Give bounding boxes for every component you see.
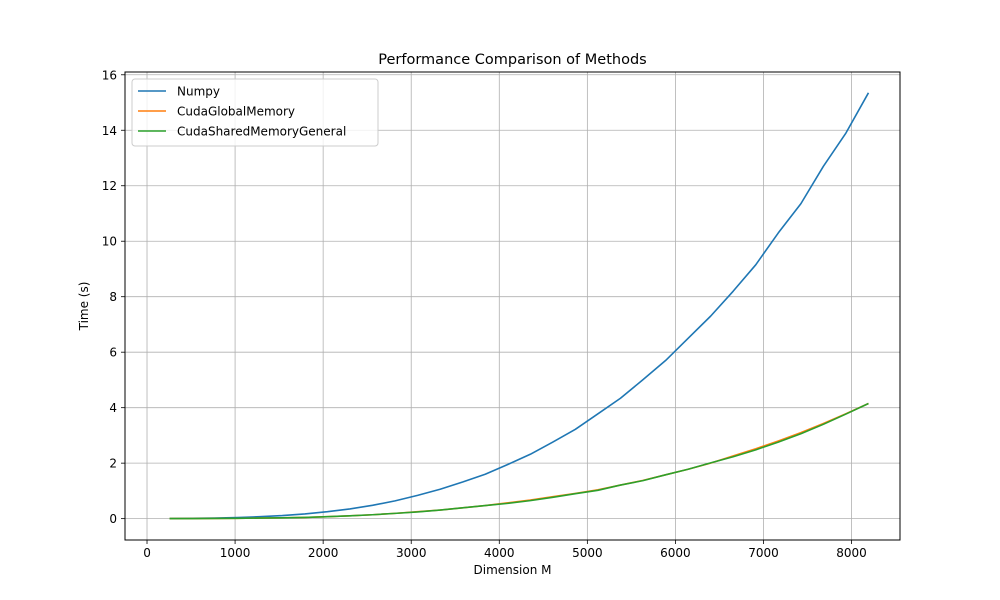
y-tick-label: 14: [102, 124, 117, 138]
x-tick-label: 4000: [484, 546, 515, 560]
legend-label-cudasharedmemorygeneral: CudaSharedMemoryGeneral: [177, 125, 346, 139]
y-axis-label: Time (s): [77, 282, 91, 332]
x-tick-label: 3000: [396, 546, 427, 560]
x-tick-label: 0: [143, 546, 151, 560]
x-axis-label: Dimension M: [474, 563, 552, 577]
y-tick-label: 0: [109, 512, 117, 526]
x-tick-label: 8000: [836, 546, 867, 560]
x-tick-label: 1000: [220, 546, 251, 560]
x-tick-label: 5000: [572, 546, 603, 560]
legend-label-numpy: Numpy: [177, 85, 220, 99]
y-tick-label: 10: [102, 235, 117, 249]
x-axis-ticks: 0 1000 2000 3000 4000 5000 6000 7000 8000: [143, 540, 867, 560]
y-tick-label: 8: [109, 290, 117, 304]
y-axis-ticks: 0 2 4 6 8 10 12 14 16: [102, 68, 125, 526]
y-tick-label: 4: [109, 401, 117, 415]
series-lines: [169, 92, 870, 520]
y-tick-label: 12: [102, 179, 117, 193]
y-tick-label: 2: [109, 457, 117, 471]
x-tick-label: 7000: [748, 546, 779, 560]
x-tick-label: 2000: [308, 546, 339, 560]
x-tick-label: 6000: [660, 546, 691, 560]
legend-label-cudaglobalmemory: CudaGlobalMemory: [177, 105, 295, 119]
series-line-cudasharedmemorygeneral: [169, 402, 869, 520]
chart-title: Performance Comparison of Methods: [378, 52, 646, 68]
y-tick-label: 6: [109, 346, 117, 360]
series-line-numpy: [169, 92, 870, 520]
plot-frame: [124, 71, 901, 541]
legend: Numpy CudaGlobalMemory CudaSharedMemoryG…: [131, 78, 379, 147]
legend-box: [131, 78, 379, 147]
y-tick-label: 16: [102, 68, 117, 82]
